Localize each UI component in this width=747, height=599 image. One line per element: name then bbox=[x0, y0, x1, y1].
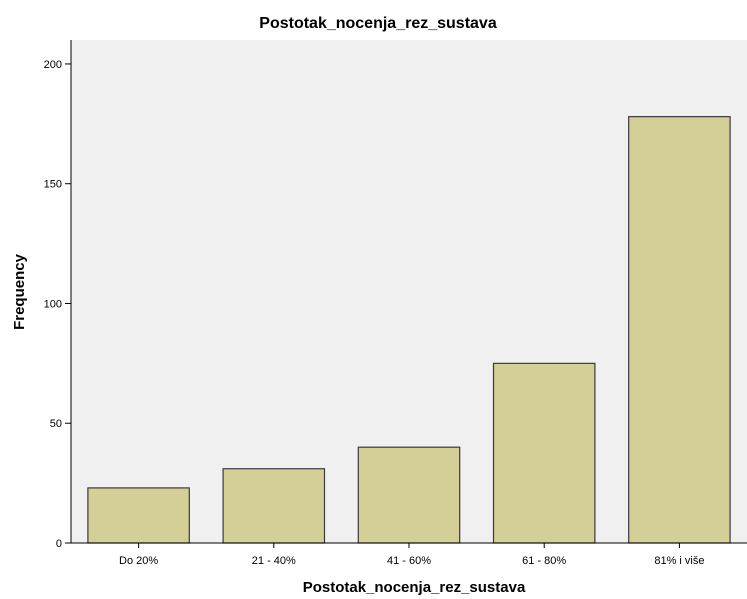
x-ticks-group: Do 20% 21 - 40% 41 - 60% 61 - 80% 81% i više bbox=[119, 543, 704, 567]
y-ticks-group: 0 50 100 150 200 bbox=[44, 59, 71, 550]
y-tick-label: 50 bbox=[50, 418, 62, 430]
bar bbox=[222, 468, 326, 544]
y-tick-label: 0 bbox=[56, 538, 62, 550]
y-tick-label: 200 bbox=[44, 59, 62, 71]
bar bbox=[492, 362, 596, 544]
y-tick-label: 150 bbox=[44, 179, 62, 191]
x-tick-label: 41 - 60% bbox=[387, 555, 431, 567]
bars-group bbox=[87, 116, 731, 544]
bar bbox=[87, 487, 190, 544]
y-axis-label: Frequency bbox=[11, 253, 28, 330]
x-tick-label: 81% i više bbox=[654, 555, 704, 567]
x-tick-label: 61 - 80% bbox=[522, 555, 566, 567]
y-tick-label: 100 bbox=[44, 298, 62, 310]
x-tick-label: Do 20% bbox=[119, 555, 158, 567]
chart-title: Postotak_nocenja_rez_sustava bbox=[259, 15, 497, 32]
bar bbox=[357, 446, 461, 544]
x-axis-label: Postotak_nocenja_rez_sustava bbox=[303, 579, 526, 596]
bar bbox=[628, 116, 731, 544]
x-tick-label: 21 - 40% bbox=[252, 555, 296, 567]
